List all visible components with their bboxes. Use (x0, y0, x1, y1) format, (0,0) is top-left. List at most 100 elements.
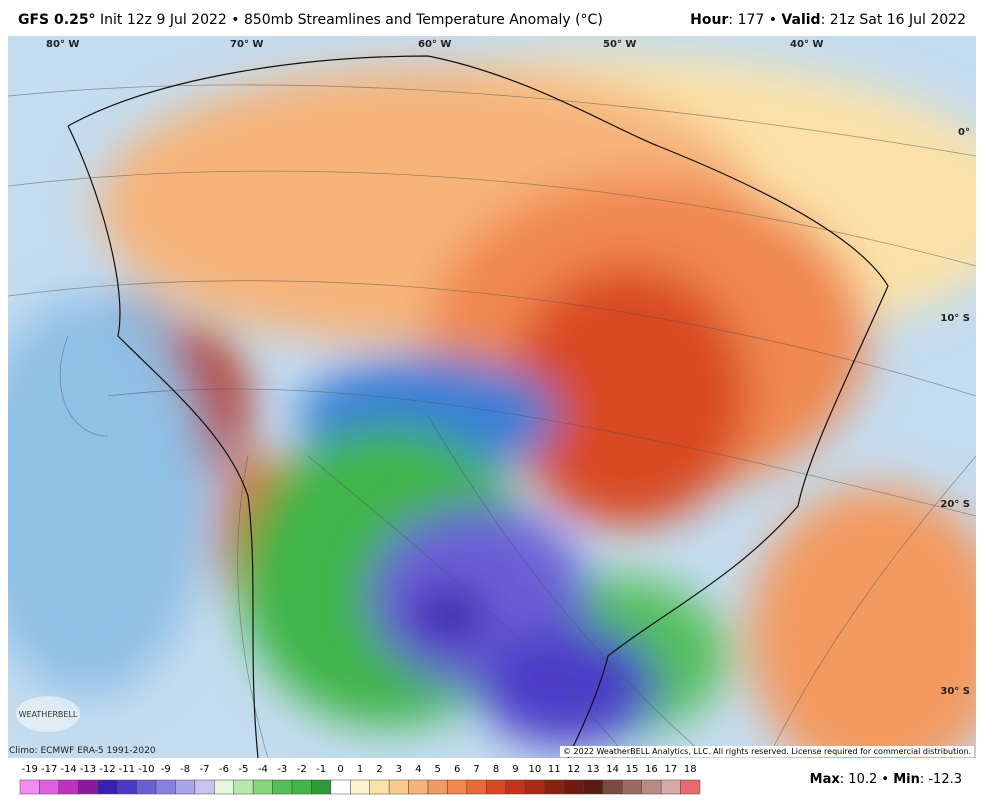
colorbar-swatch (505, 779, 526, 795)
colorbar-swatch (622, 779, 642, 795)
colorbar-label: 0 (337, 764, 343, 775)
min-value: -12.3 (928, 772, 962, 787)
colorbar-swatch (78, 779, 98, 795)
hour: 177 (737, 12, 765, 28)
colorbar-label: -12 (99, 764, 115, 775)
colorbar-swatch (524, 779, 545, 795)
colorbar-swatch (194, 779, 215, 795)
colorbar-swatch (155, 779, 176, 795)
lon-label: 40° W (790, 39, 823, 50)
anomaly-field (8, 36, 976, 758)
colorbar-label: -19 (22, 764, 38, 775)
colorbar-label: -9 (161, 764, 171, 775)
colorbar-label: 6 (454, 764, 460, 775)
colorbar-swatch (136, 779, 157, 795)
graticule-labels: 80° W 70° W 60° W 50° W 40° W 0° 10° S 20° S 30°… (16, 39, 970, 732)
colorbar-swatch (252, 779, 273, 795)
model: GFS 0.25° (18, 12, 96, 28)
colorbar-label: 18 (684, 764, 697, 775)
colorbar-swatch (116, 779, 137, 795)
colorbar-label: 15 (626, 764, 639, 775)
colorbar-swatch (427, 779, 448, 795)
lon-label: 80° W (46, 39, 79, 50)
colorbar-swatch (447, 779, 468, 795)
colorbar-label: 3 (396, 764, 402, 775)
colorbar-swatch (311, 779, 332, 795)
colorbar-swatch (544, 779, 565, 795)
logo: WEATHERBELL (19, 710, 78, 719)
run-info: Init 12z 9 Jul 2022 • 850mb Streamlines … (100, 12, 603, 28)
colorbar-label: 10 (528, 764, 541, 775)
lat-label: 20° S (940, 499, 970, 510)
colorbar-label: -2 (297, 764, 307, 775)
colorbar-swatch (369, 779, 390, 795)
logo-badge (16, 696, 80, 732)
colorbar-swatch (214, 779, 234, 795)
colorbar-label: -13 (80, 764, 96, 775)
colorbar-swatch (233, 779, 254, 795)
colorbar-label: 12 (567, 764, 580, 775)
colorbar-label: 13 (587, 764, 600, 775)
colorbar-label: 11 (548, 764, 561, 775)
colorbar-swatch (330, 779, 351, 795)
colorbar-swatch (660, 779, 681, 795)
max-min: Max: 10.2 • Min: -12.3 (809, 772, 962, 787)
colorbar-swatch (39, 779, 60, 795)
colorbar-label: -17 (41, 764, 57, 775)
colorbar-swatch (97, 779, 118, 795)
valid-label: Valid (781, 12, 821, 28)
min-label: Min (893, 772, 920, 787)
colorbar-label: -14 (60, 764, 76, 775)
colorbar-swatch (563, 779, 584, 795)
colorbar-swatch (175, 779, 196, 795)
footer: Climo: ECMWF ERA-5 1991-2020 © 2022 Weat… (0, 746, 984, 808)
lat-label: 10° S (940, 313, 970, 324)
colorbar-label: 14 (606, 764, 619, 775)
colorbar-swatch (680, 779, 701, 795)
colorbar-label: 4 (415, 764, 421, 775)
lat-label: 30° S (940, 686, 970, 697)
colorbar-label: 2 (376, 764, 382, 775)
colorbar-swatch (583, 779, 604, 795)
colorbar-label: -6 (219, 764, 229, 775)
lon-label: 60° W (418, 39, 451, 50)
colorbar-swatch (19, 779, 40, 795)
header: GFS 0.25° Init 12z 9 Jul 2022 • 850mb St… (0, 0, 984, 34)
colorbar-swatch (486, 779, 506, 795)
colorbar-label: 7 (473, 764, 479, 775)
colorbar-label: -3 (277, 764, 287, 775)
header-right: Hour: 177 • Valid: 21z Sat 16 Jul 2022 (690, 12, 966, 28)
colorbar-label: -4 (258, 764, 268, 775)
color-bar: -19 -17 -14 -13 -12 -11 -10 -9 -8 -7 -6 -5 -4 -3 -2 -1 0… (19, 764, 701, 795)
max-label: Max (809, 772, 840, 787)
header-left: GFS 0.25° Init 12z 9 Jul 2022 • 850mb St… (18, 12, 603, 28)
lat-label: 0° (958, 127, 970, 138)
colorbar-label: -11 (119, 764, 135, 775)
colorbar-swatch (388, 779, 409, 795)
colorbar-label: -8 (180, 764, 190, 775)
colorbar-label: 8 (493, 764, 499, 775)
colorbar-label: -7 (200, 764, 210, 775)
map: 80° W 70° W 60° W 50° W 40° W 0° 10° S 20° S 30°… (8, 36, 976, 758)
hour-label: Hour (690, 12, 729, 28)
colorbar-label: -5 (238, 764, 248, 775)
copyright: © 2022 WeatherBELL Analytics, LLC. All r… (560, 746, 974, 757)
colorbar-swatch (602, 779, 623, 795)
climatology: Climo: ECMWF ERA-5 1991-2020 (9, 746, 156, 756)
colorbar-label: 1 (357, 764, 363, 775)
lon-label: 50° W (603, 39, 636, 50)
colorbar-label: -10 (138, 764, 154, 775)
colorbar-label: 17 (664, 764, 677, 775)
colorbar-swatch (641, 779, 662, 795)
colorbar-label: 5 (435, 764, 441, 775)
valid-time: 21z Sat 16 Jul 2022 (829, 12, 966, 28)
colorbar-swatch (58, 779, 79, 795)
colorbar-label: 9 (512, 764, 518, 775)
lon-label: 70° W (230, 39, 263, 50)
colorbar-swatch (408, 779, 429, 795)
colorbar-swatch (291, 779, 312, 795)
colorbar-label: 16 (645, 764, 658, 775)
colorbar-swatch (350, 779, 370, 795)
max-value: 10.2 (848, 772, 878, 787)
